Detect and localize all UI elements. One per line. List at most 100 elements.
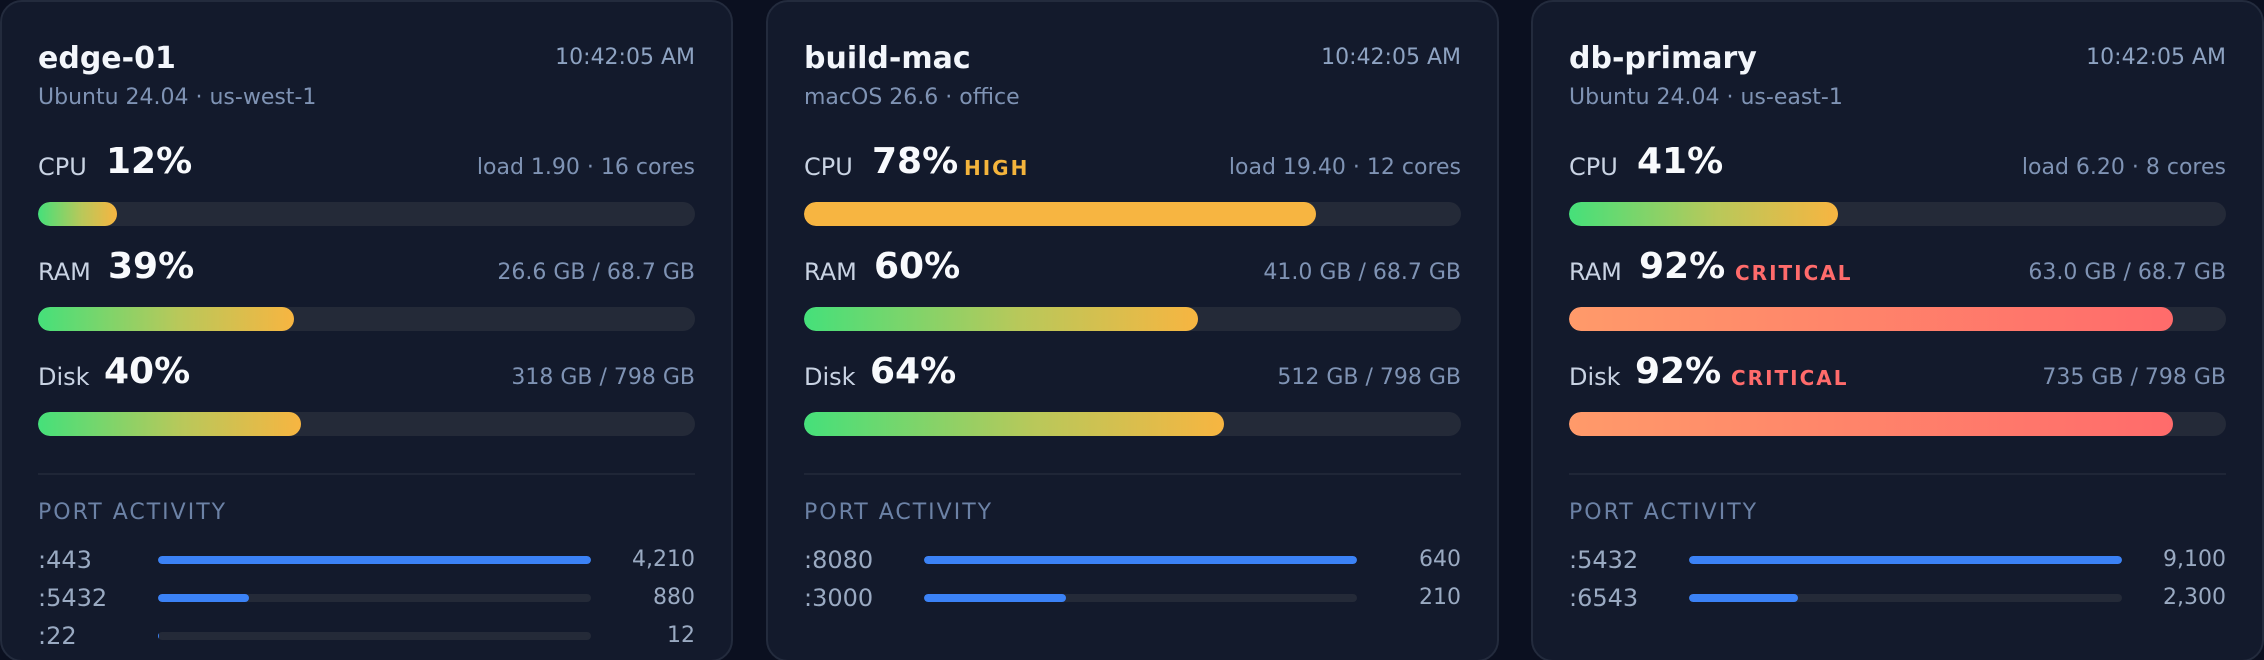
- metric-label: Disk: [38, 363, 90, 391]
- host-os-region: Ubuntu 24.04 · us-east-1: [1569, 85, 1843, 110]
- divider: [38, 473, 695, 475]
- port-count: 2,300: [2163, 585, 2226, 610]
- metric-bar-fill: [38, 202, 117, 226]
- metric-detail: 26.6 GB / 68.7 GB: [497, 260, 695, 285]
- metric-percent: 41%: [1637, 141, 1724, 182]
- port-count: 4,210: [632, 547, 695, 572]
- host-name: edge-01: [38, 41, 176, 76]
- port-name: :8080: [804, 546, 874, 574]
- port-row: :8080 640: [804, 541, 1461, 579]
- port-bar-track: [1689, 594, 2122, 602]
- metric-bar-fill: [1569, 202, 1839, 226]
- metric-percent: 40%: [104, 351, 191, 392]
- port-bar-track: [924, 556, 1357, 564]
- status-badge-critical: CRITICAL: [1735, 261, 1853, 285]
- updated-time: 10:42:05 AM: [2086, 45, 2226, 70]
- port-name: :6543: [1569, 584, 1639, 612]
- port-activity-title: PORT ACTIVITY: [1569, 500, 1759, 525]
- host-os-region: Ubuntu 24.04 · us-west-1: [38, 85, 317, 110]
- metric-percent: 60%: [874, 246, 961, 287]
- card-header: edge-01 10:42:05 AM Ubuntu 24.04 · us-we…: [38, 40, 695, 112]
- metric-ram: RAM 60% 41.0 GB / 68.7 GB: [804, 245, 1461, 350]
- port-bar-track: [1689, 556, 2122, 564]
- metric-disk: Disk 40% 318 GB / 798 GB: [38, 350, 695, 455]
- updated-time: 10:42:05 AM: [555, 45, 695, 70]
- port-activity-title: PORT ACTIVITY: [804, 500, 994, 525]
- metric-bar-track: [804, 412, 1461, 436]
- port-bar-track: [158, 556, 591, 564]
- host-name: db-primary: [1569, 41, 1757, 76]
- metric-label: RAM: [38, 258, 91, 286]
- metric-percent: 39%: [108, 246, 195, 287]
- metric-bar-fill: [804, 307, 1199, 331]
- host-card-edge-01[interactable]: edge-01 10:42:05 AM Ubuntu 24.04 · us-we…: [0, 0, 733, 660]
- metric-detail: 318 GB / 798 GB: [511, 365, 695, 390]
- metric-ram: RAM 39% 26.6 GB / 68.7 GB: [38, 245, 695, 350]
- metric-bar-fill: [38, 412, 301, 436]
- host-card-build-mac[interactable]: build-mac 10:42:05 AM macOS 26.6 · offic…: [766, 0, 1499, 660]
- metric-ram: RAM 92% CRITICAL 63.0 GB / 68.7 GB: [1569, 245, 2226, 350]
- port-name: :443: [38, 546, 92, 574]
- card-header: db-primary 10:42:05 AM Ubuntu 24.04 · us…: [1569, 40, 2226, 112]
- host-name: build-mac: [804, 41, 971, 76]
- metric-percent: 64%: [870, 351, 957, 392]
- port-bar-track: [158, 594, 591, 602]
- updated-time: 10:42:05 AM: [1321, 45, 1461, 70]
- metric-bar-track: [1569, 307, 2226, 331]
- metric-bar-track: [38, 202, 695, 226]
- metric-bar-track: [1569, 202, 2226, 226]
- divider: [804, 473, 1461, 475]
- metric-label: RAM: [1569, 258, 1622, 286]
- metric-disk: Disk 92% CRITICAL 735 GB / 798 GB: [1569, 350, 2226, 455]
- metric-bar-fill: [1569, 412, 2174, 436]
- port-count: 640: [1419, 547, 1461, 572]
- metric-detail: 512 GB / 798 GB: [1277, 365, 1461, 390]
- metric-label: Disk: [804, 363, 856, 391]
- metric-percent: 78%: [872, 141, 959, 182]
- host-os-region: macOS 26.6 · office: [804, 85, 1020, 110]
- metric-disk: Disk 64% 512 GB / 798 GB: [804, 350, 1461, 455]
- metric-detail: 63.0 GB / 68.7 GB: [2028, 260, 2226, 285]
- metric-bar-track: [804, 202, 1461, 226]
- port-count: 12: [667, 623, 695, 648]
- metric-label: RAM: [804, 258, 857, 286]
- port-row: :3000 210: [804, 579, 1461, 617]
- metric-detail: load 19.40 · 12 cores: [1228, 155, 1461, 180]
- port-bar-track: [924, 594, 1357, 602]
- port-row: :6543 2,300: [1569, 579, 2226, 617]
- metric-cpu: CPU 78% HIGH load 19.40 · 12 cores: [804, 140, 1461, 245]
- card-header: build-mac 10:42:05 AM macOS 26.6 · offic…: [804, 40, 1461, 112]
- port-count: 210: [1419, 585, 1461, 610]
- metric-label: Disk: [1569, 363, 1621, 391]
- port-name: :5432: [38, 584, 108, 612]
- metric-bar-track: [38, 412, 695, 436]
- port-bar-track: [158, 632, 591, 640]
- status-badge-high: HIGH: [964, 156, 1030, 180]
- metric-detail: load 1.90 · 16 cores: [476, 155, 695, 180]
- port-count: 880: [653, 585, 695, 610]
- host-card-db-primary[interactable]: db-primary 10:42:05 AM Ubuntu 24.04 · us…: [1531, 0, 2264, 660]
- status-badge-critical: CRITICAL: [1731, 366, 1849, 390]
- divider: [1569, 473, 2226, 475]
- metric-detail: load 6.20 · 8 cores: [2021, 155, 2226, 180]
- metric-percent: 92%: [1635, 351, 1722, 392]
- port-row: :443 4,210: [38, 541, 695, 579]
- metric-label: CPU: [804, 153, 853, 181]
- port-name: :22: [38, 622, 77, 650]
- port-activity-title: PORT ACTIVITY: [38, 500, 228, 525]
- port-bar-fill: [924, 556, 1357, 564]
- metric-bar-fill: [804, 412, 1225, 436]
- port-row: :5432 880: [38, 579, 695, 617]
- metric-detail: 735 GB / 798 GB: [2042, 365, 2226, 390]
- metric-label: CPU: [38, 153, 87, 181]
- port-bar-fill: [158, 594, 249, 602]
- port-name: :3000: [804, 584, 874, 612]
- port-row: :22 12: [38, 617, 695, 655]
- port-row: :5432 9,100: [1569, 541, 2226, 579]
- metric-cpu: CPU 41% load 6.20 · 8 cores: [1569, 140, 2226, 245]
- port-bar-fill: [924, 594, 1067, 602]
- metric-bar-track: [38, 307, 695, 331]
- metric-label: CPU: [1569, 153, 1618, 181]
- port-bar-fill: [158, 632, 160, 640]
